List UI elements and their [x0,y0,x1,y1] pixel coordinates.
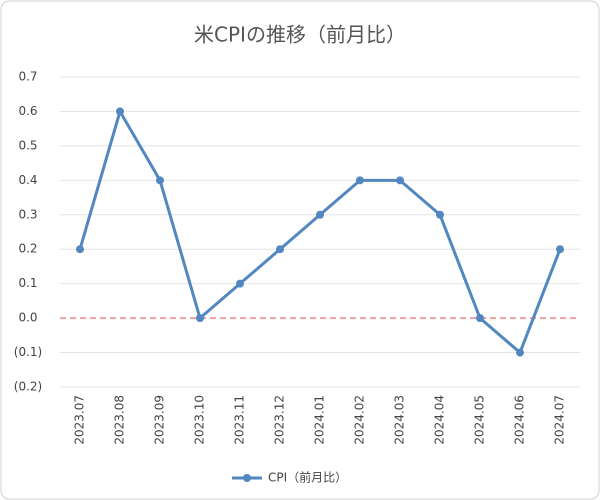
y-tick-label: (0.2) [14,380,42,394]
x-tick-label: 2024.04 [433,395,447,445]
x-tick-label: 2023.12 [273,395,287,445]
point [476,314,484,323]
y-tick-label: 0.0 [18,311,37,325]
point [316,210,324,219]
x-tick-label: 2024.02 [353,395,367,445]
point [156,176,164,185]
point [236,279,244,288]
y-tick-label: (0.1) [14,345,42,359]
x-tick-label: 2024.07 [553,395,567,445]
y-tick-label: 0.7 [18,70,37,84]
chart-title: 米CPIの推移（前月比） [194,23,406,47]
point [116,107,124,116]
y-tick-label: 0.5 [18,138,37,152]
y-tick-label: 0.3 [18,207,37,221]
y-tick-label: 0.2 [18,242,37,256]
x-tick-label: 2023.09 [153,395,167,445]
point [436,210,444,219]
point [196,314,204,323]
x-tick-label: 2024.06 [513,395,527,445]
y-tick-label: 0.4 [18,173,37,187]
legend-label: CPI（前月比） [268,470,347,485]
point [556,245,564,254]
x-tick-label: 2023.07 [73,395,87,445]
x-tick-label: 2023.10 [193,395,207,445]
x-tick-label: 2023.11 [233,395,247,445]
point [276,245,284,254]
y-tick-label: 0.1 [18,276,37,290]
point [356,176,364,185]
legend-marker [243,474,251,482]
y-tick-label: 0.6 [18,104,37,118]
x-tick-label: 2024.03 [393,395,407,445]
x-tick-label: 2024.01 [313,395,327,445]
x-tick-label: 2023.08 [113,395,127,445]
point [396,176,404,185]
point [76,245,84,254]
x-tick-label: 2024.05 [473,395,487,445]
point [516,348,524,357]
